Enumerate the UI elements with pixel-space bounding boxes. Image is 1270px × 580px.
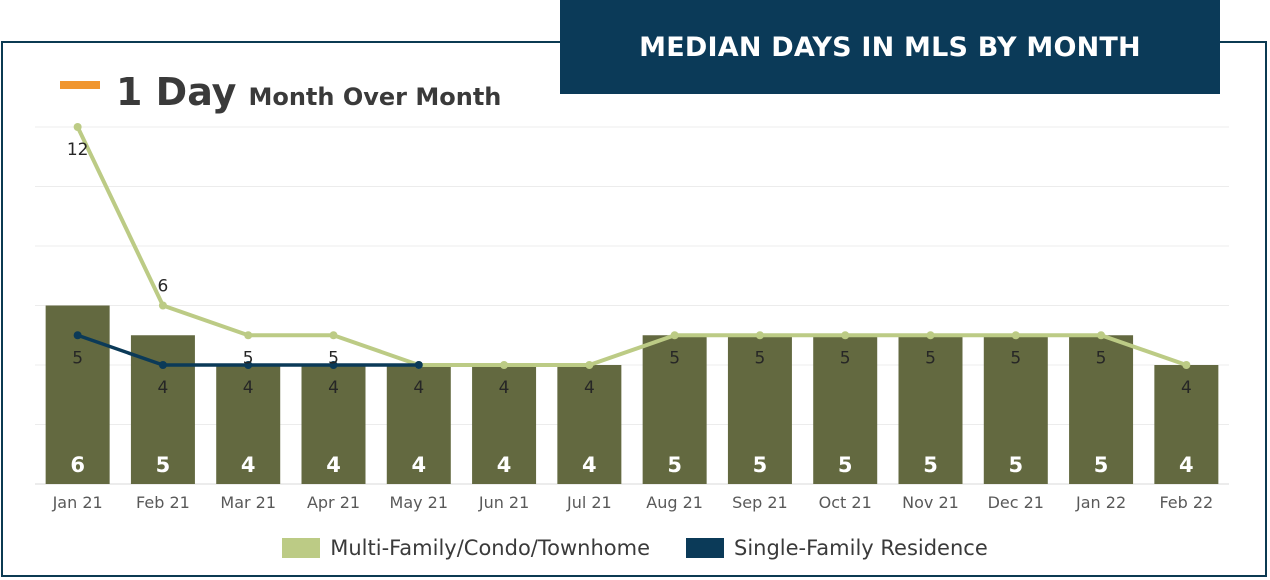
bar-value-label: 4 — [241, 453, 256, 477]
x-tick-label: Mar 21 — [220, 493, 276, 512]
bar-value-label: 5 — [1008, 453, 1023, 477]
bar-value-label: 5 — [156, 453, 171, 477]
bar — [727, 335, 792, 484]
legend-label: Single-Family Residence — [734, 536, 988, 560]
series-line — [75, 126, 1188, 367]
x-tick-label: Apr 21 — [307, 493, 360, 512]
legend-swatch — [686, 538, 724, 558]
series-point — [244, 361, 253, 369]
point-value-label: 12 — [67, 140, 89, 160]
series-point — [158, 301, 167, 310]
bar-value-label: 5 — [838, 453, 853, 477]
legend-label: Multi-Family/Condo/Townhome — [330, 536, 650, 560]
series-point — [73, 123, 82, 131]
series-point — [670, 331, 679, 340]
series-point — [158, 361, 167, 369]
series-point — [329, 361, 338, 369]
bar-value-label: 4 — [411, 453, 426, 477]
series-point — [500, 361, 509, 369]
point-value-label: 5 — [669, 348, 680, 368]
headline-swatch — [60, 81, 100, 89]
bar-value-label: 5 — [667, 453, 682, 477]
bar-value-label: 5 — [753, 453, 768, 477]
bar — [216, 365, 281, 484]
point-value-label: 4 — [584, 378, 595, 398]
headline-value: 1 Day — [116, 70, 237, 114]
series-point — [329, 331, 338, 340]
x-tick-label: Jul 21 — [566, 493, 612, 512]
x-tick-label: May 21 — [390, 493, 449, 512]
x-tick-label: Dec 21 — [988, 493, 1044, 512]
bar-value-label: 4 — [326, 453, 341, 477]
bar-value-label: 4 — [1179, 453, 1194, 477]
x-tick-label: Nov 21 — [902, 493, 959, 512]
bar — [472, 365, 537, 484]
point-value-label: 4 — [499, 378, 510, 398]
legend-item: Single-Family Residence — [686, 536, 988, 560]
bar-value-label: 6 — [70, 453, 85, 477]
x-tick-label: Jun 21 — [478, 493, 529, 512]
chart-title: MEDIAN DAYS IN MLS BY MONTH — [639, 31, 1141, 63]
bar-value-label: 4 — [497, 453, 512, 477]
chart-title-banner: MEDIAN DAYS IN MLS BY MONTH — [560, 0, 1220, 94]
bar — [301, 365, 366, 484]
x-tick-label: Aug 21 — [646, 493, 703, 512]
series-point — [841, 331, 850, 340]
bar — [130, 335, 195, 484]
series-point — [755, 331, 764, 340]
bar — [1154, 365, 1219, 484]
point-value-label: 4 — [158, 378, 169, 398]
point-value-label: 5 — [925, 348, 936, 368]
bar-value-label: 5 — [923, 453, 938, 477]
series-point — [244, 331, 253, 340]
x-tick-label: Sep 21 — [732, 493, 788, 512]
bar — [898, 335, 963, 484]
point-value-label: 4 — [413, 378, 424, 398]
bar — [983, 335, 1048, 484]
headline-subtitle: Month Over Month — [248, 83, 502, 111]
point-value-label: 4 — [243, 378, 254, 398]
point-value-label: 5 — [243, 348, 254, 368]
legend: Multi-Family/Condo/Townhome Single-Family… — [0, 530, 1270, 566]
point-value-label: 5 — [328, 348, 339, 368]
bar — [386, 365, 451, 484]
point-value-label: 5 — [1096, 348, 1107, 368]
chart-plot: 6 5 4 4 4 4 4 5 5 5 5 5 5 4 Jan 21 Feb 21 Mar 21 Apr 21 Ma… — [35, 123, 1229, 512]
series-point — [1182, 361, 1191, 369]
point-value-label: 4 — [328, 378, 339, 398]
bar — [813, 335, 878, 484]
point-value-label: 6 — [158, 277, 169, 297]
series-point — [1011, 331, 1020, 340]
x-tick-label: Jan 21 — [52, 493, 103, 512]
bar — [1069, 335, 1134, 484]
x-tick-label: Feb 21 — [136, 493, 190, 512]
point-value-label: 4 — [1181, 378, 1192, 398]
point-value-label: 5 — [755, 348, 766, 368]
headline: 1 Day Month Over Month — [60, 70, 501, 120]
x-tick-label: Feb 22 — [1159, 493, 1213, 512]
series-point — [1097, 331, 1106, 340]
series-point — [73, 331, 82, 340]
legend-swatch — [282, 538, 321, 558]
series-point — [926, 331, 935, 340]
bar-value-label: 4 — [582, 453, 597, 477]
x-tick-label: Jan 22 — [1075, 493, 1126, 512]
point-value-label: 5 — [840, 348, 851, 368]
bar — [642, 335, 707, 484]
bar — [557, 365, 622, 484]
point-value-label: 5 — [1010, 348, 1021, 368]
series-point — [585, 361, 594, 369]
point-value-label: 5 — [72, 348, 83, 368]
bar-value-label: 5 — [1094, 453, 1109, 477]
series-point — [414, 361, 423, 369]
x-tick-label: Oct 21 — [819, 493, 872, 512]
legend-item: Multi-Family/Condo/Townhome — [282, 536, 650, 560]
